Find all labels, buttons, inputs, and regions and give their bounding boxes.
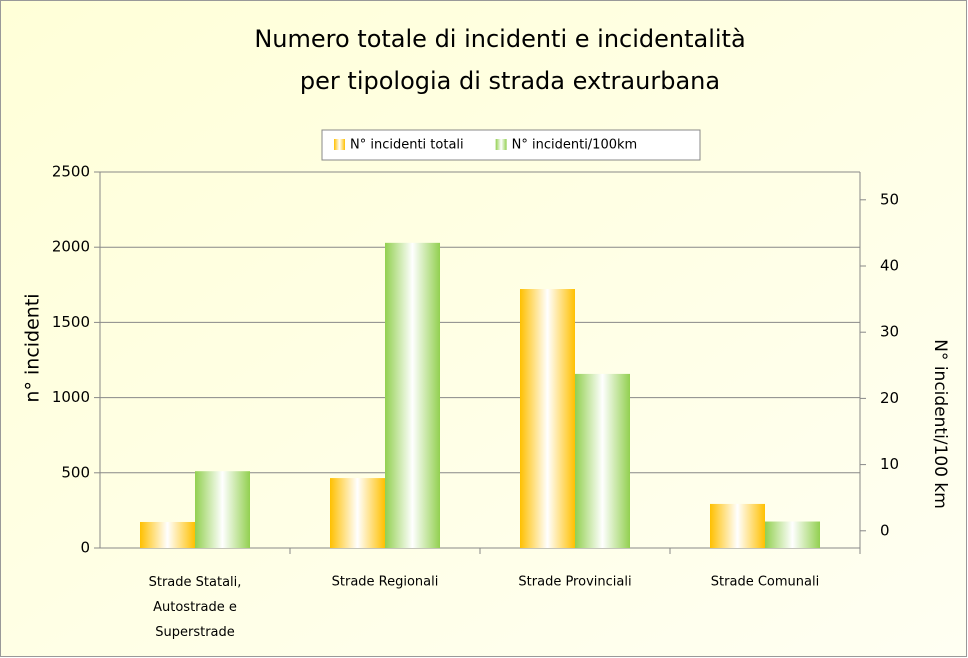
x-tick-label: Strade Statali, Autostrade e Superstrade xyxy=(149,575,242,640)
y2-tick-label: 20 xyxy=(880,389,899,407)
x-tick-label: Strade Regionali xyxy=(332,575,439,590)
bar xyxy=(195,471,250,548)
legend-swatch xyxy=(495,139,507,150)
bar xyxy=(520,289,575,548)
bar xyxy=(140,521,195,548)
y2-tick-label: 40 xyxy=(880,257,899,275)
bar xyxy=(330,478,385,548)
y2-tick-label: 30 xyxy=(880,323,899,341)
y-tick-label: 1000 xyxy=(52,388,90,406)
y-tick-label: 1500 xyxy=(52,313,90,331)
y-tick-label: 500 xyxy=(61,463,90,481)
x-tick-label: Strade Comunali xyxy=(711,575,819,590)
y-axis-label: n° incidenti xyxy=(22,293,44,402)
y-tick-label: 2500 xyxy=(52,163,90,181)
bar xyxy=(710,503,765,548)
chart-title: Numero totale di incidenti e incidentali… xyxy=(254,25,745,53)
y2-tick-label: 10 xyxy=(880,455,899,473)
y-tick-label: 0 xyxy=(80,539,90,557)
legend-label: N° incidenti/100km xyxy=(512,138,638,153)
legend xyxy=(321,129,701,161)
chart-subtitle: per tipologia di strada extraurbana xyxy=(300,67,720,95)
y2-tick-label: 0 xyxy=(880,521,890,539)
legend-label: N° incidenti totali xyxy=(350,138,464,153)
legend-swatch xyxy=(334,139,345,150)
y2-axis-label: N° incidenti/100 km xyxy=(930,339,950,509)
x-tick-label: Strade Provinciali xyxy=(518,575,631,590)
y-tick-label: 2000 xyxy=(52,238,90,256)
bar xyxy=(385,242,440,548)
bar xyxy=(765,521,820,548)
bar xyxy=(575,373,630,548)
y2-tick-label: 50 xyxy=(880,190,899,208)
